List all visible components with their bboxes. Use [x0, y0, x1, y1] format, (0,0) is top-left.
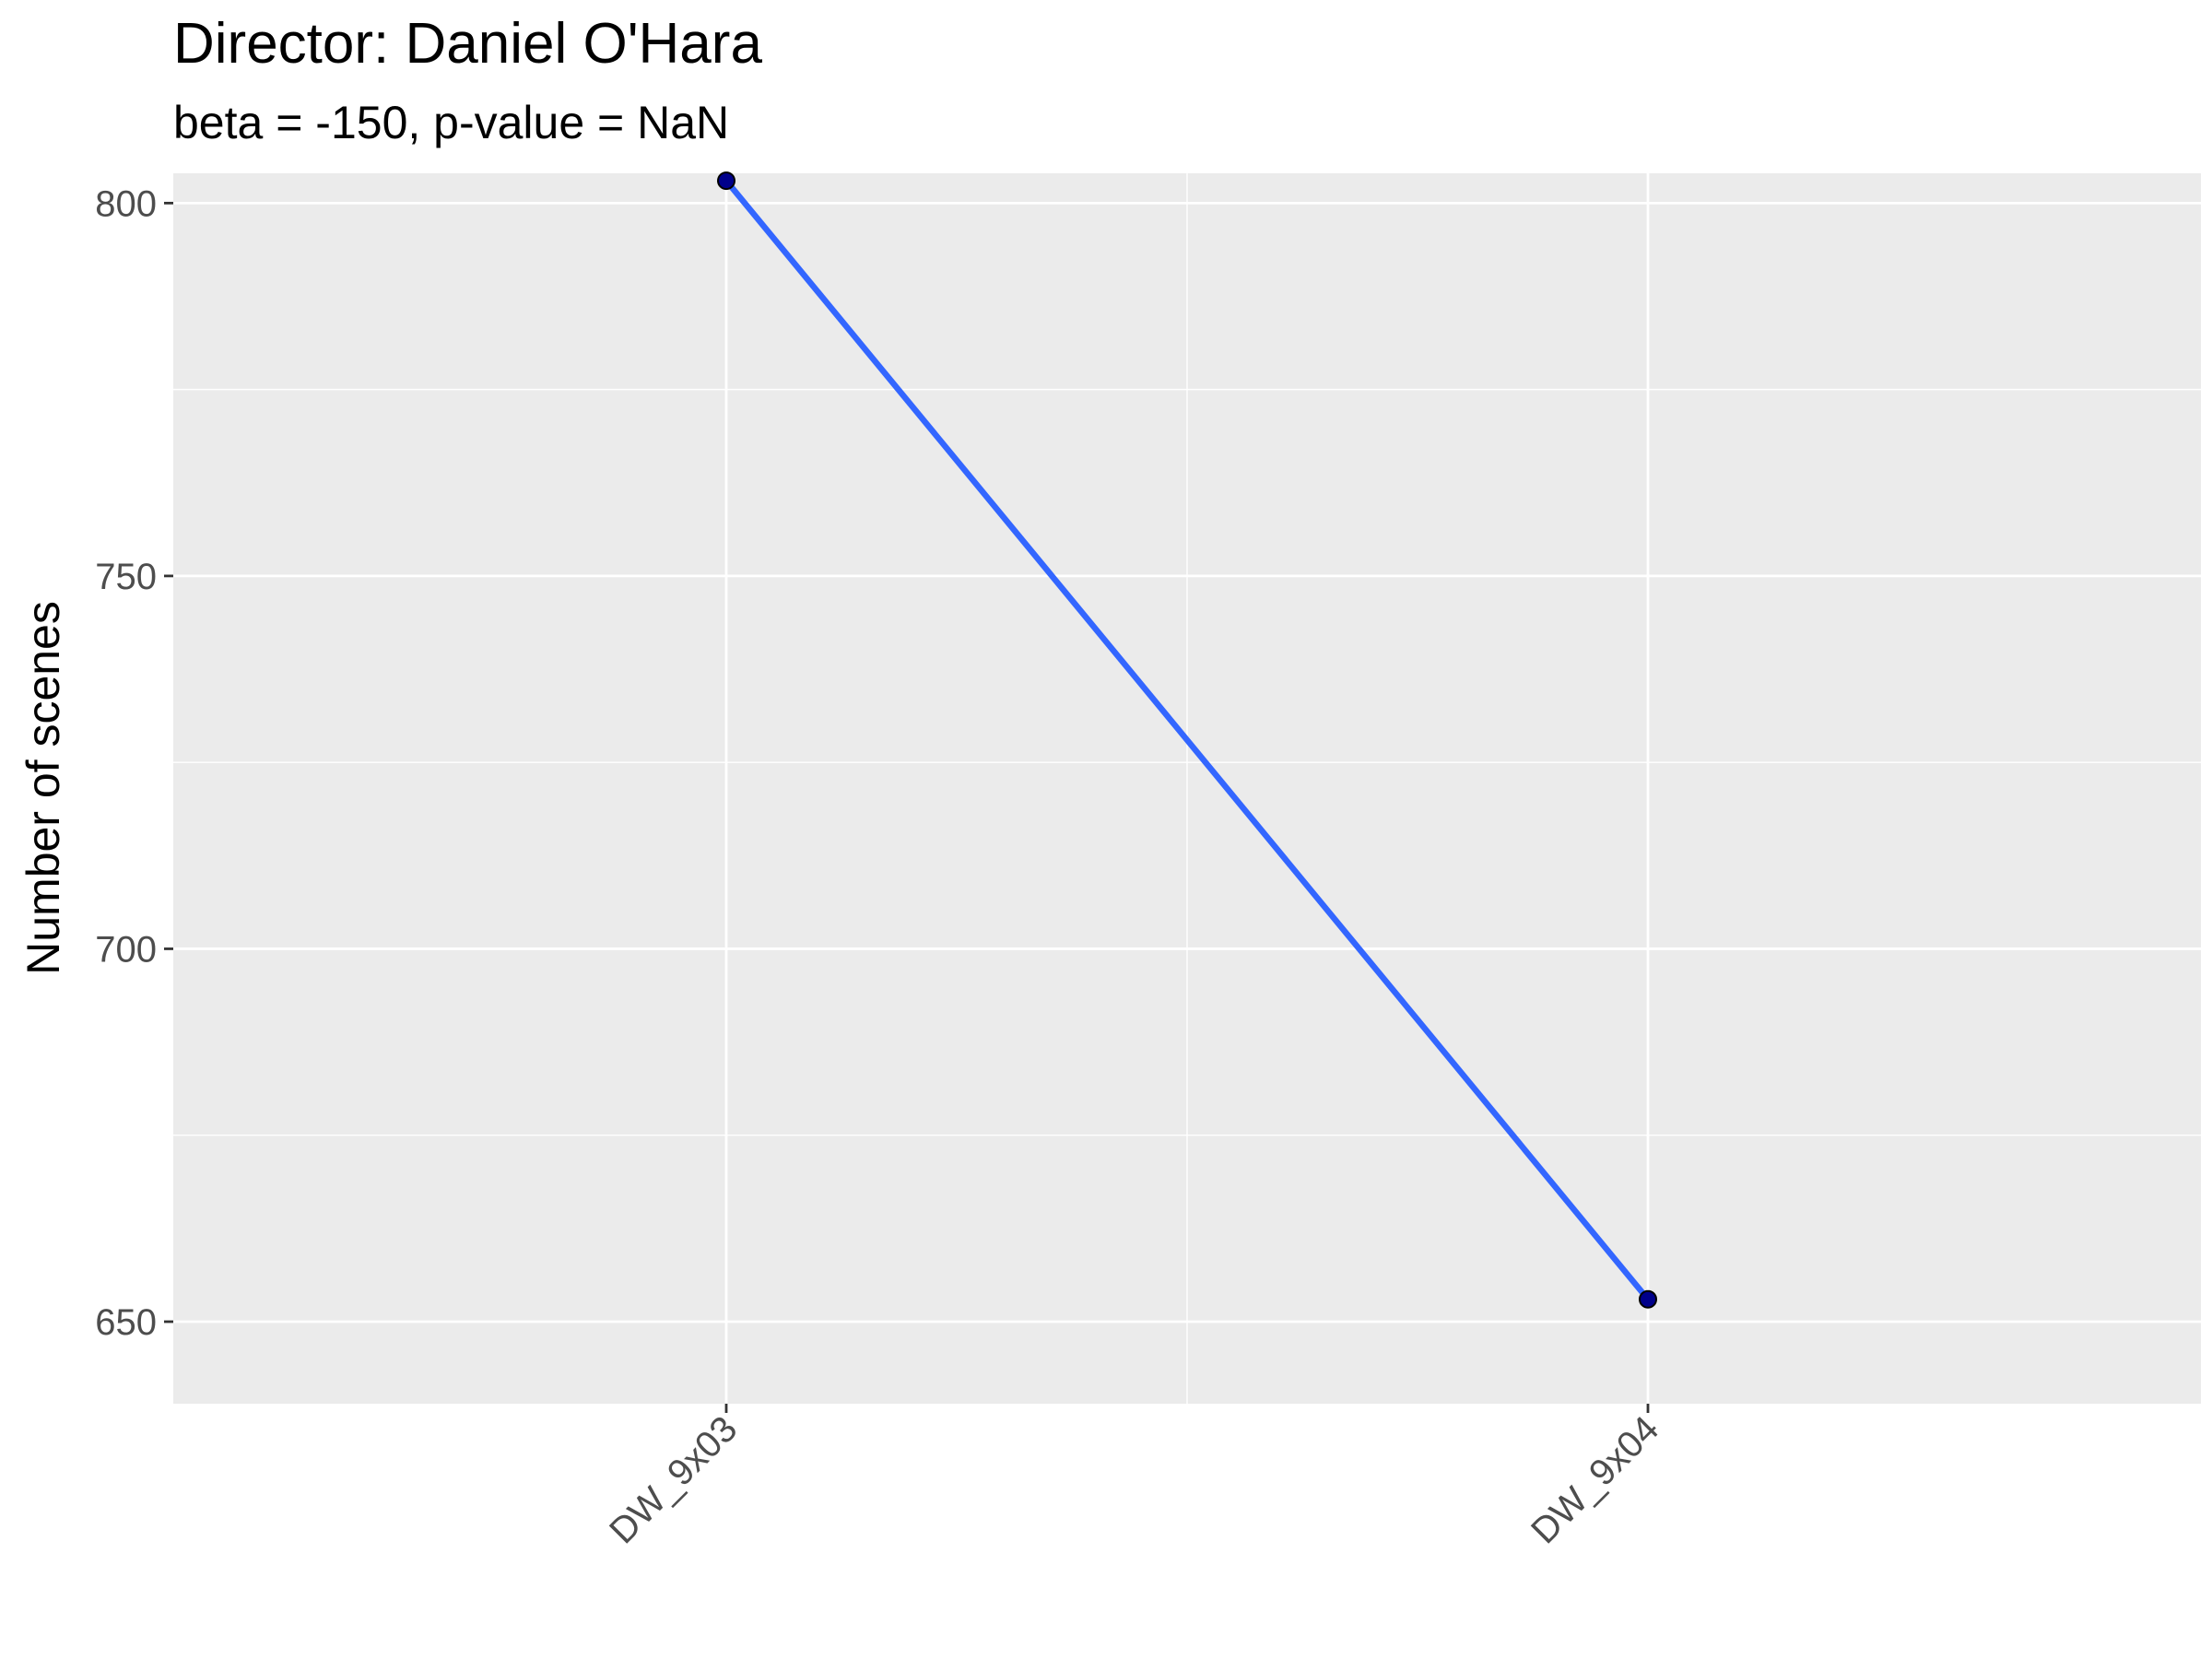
chart-subtitle: beta = -150, p-value = NaN [173, 97, 729, 148]
x-tick-label: DW_9x04 [1524, 1408, 1666, 1551]
y-axis-title: Number of scenes [18, 601, 69, 975]
y-tick-label: 750 [95, 557, 157, 597]
x-axis: DW_9x03 DW_9x04 [602, 1404, 1666, 1552]
x-tick-label: DW_9x03 [602, 1408, 745, 1551]
grid-minor [173, 173, 2201, 1404]
y-tick-label: 800 [95, 183, 157, 224]
series-line [724, 179, 1651, 1301]
data-point [717, 171, 735, 191]
grid-major [173, 173, 2201, 1404]
chart-title: Director: Daniel O'Hara [173, 12, 762, 76]
y-tick-label: 700 [95, 929, 157, 970]
data-point [1639, 1289, 1657, 1309]
series-layer [717, 171, 1657, 1309]
y-axis: 650 700 750 800 [95, 183, 173, 1343]
y-tick-label: 650 [95, 1302, 157, 1343]
